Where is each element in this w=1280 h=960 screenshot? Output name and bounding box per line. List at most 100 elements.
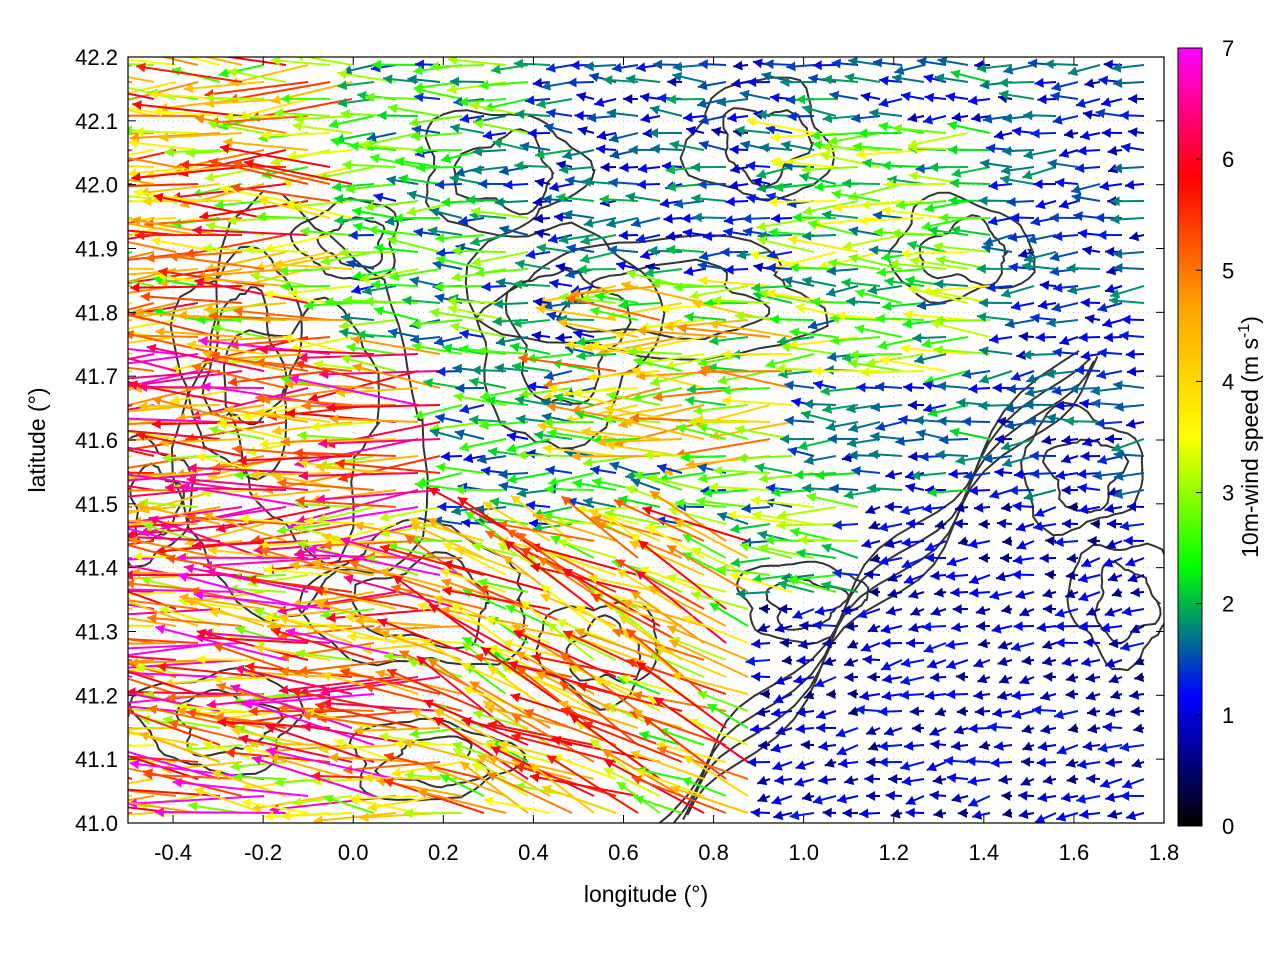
wind-arrow <box>128 590 177 610</box>
wind-arrow <box>1111 438 1145 453</box>
wind-arrow <box>549 181 573 192</box>
wind-arrow <box>273 108 331 119</box>
wind-arrow <box>184 563 309 593</box>
wind-arrow <box>575 336 617 347</box>
wind-arrow <box>1001 790 1013 801</box>
wind-arrow <box>545 465 573 476</box>
wind-arrow <box>789 327 837 338</box>
wind-arrow <box>432 259 463 270</box>
wind-arrow <box>998 674 1013 684</box>
wind-arrow <box>1097 347 1123 358</box>
wind-arrow <box>416 162 463 173</box>
wind-arrow <box>881 690 903 701</box>
wind-arrow <box>957 536 969 547</box>
wind-arrow <box>1107 145 1123 156</box>
wind-arrow <box>990 757 1013 768</box>
wind-arrow <box>1024 387 1057 398</box>
wind-arrow <box>128 789 177 797</box>
wind-arrow <box>461 641 507 678</box>
wind-arrow <box>864 569 881 580</box>
wind-arrow <box>835 727 859 738</box>
wind-arrow <box>1129 624 1145 634</box>
wind-arrow <box>784 380 815 391</box>
wind-arrow <box>128 455 199 469</box>
wind-arrow <box>921 217 969 231</box>
wind-arrow <box>409 522 485 559</box>
wind-arrow <box>543 417 595 428</box>
wind-arrow <box>978 297 1013 308</box>
wind-arrow <box>878 522 903 532</box>
wind-arrow <box>458 96 507 107</box>
wind-arrow <box>1129 689 1145 700</box>
wind-arrow <box>966 756 991 767</box>
wind-arrow <box>427 226 463 237</box>
contour-line <box>129 462 185 544</box>
wind-arrow <box>589 738 639 780</box>
wind-arrow <box>334 738 397 763</box>
wind-arrow <box>525 500 551 511</box>
wind-arrow <box>1034 77 1057 88</box>
wind-arrow <box>860 642 881 652</box>
wind-arrow <box>546 754 639 814</box>
wind-arrow <box>393 738 463 749</box>
wind-arrow <box>575 604 639 644</box>
wind-arrow <box>615 260 639 271</box>
wind-arrows <box>128 57 1145 823</box>
wind-arrow <box>1108 674 1123 684</box>
wind-arrow <box>128 233 133 236</box>
colorbar-tick-label: 6 <box>1222 147 1234 172</box>
wind-arrow <box>335 387 419 398</box>
wind-arrow <box>1037 299 1057 310</box>
wind-arrow <box>128 58 177 66</box>
wind-arrow <box>516 488 551 498</box>
wind-arrow <box>1052 347 1079 358</box>
wind-arrow <box>576 350 617 361</box>
wind-arrow <box>1030 313 1057 324</box>
wind-arrow <box>1021 756 1035 767</box>
wind-arrow <box>1082 741 1101 751</box>
wind-arrow <box>224 405 309 423</box>
wind-arrow <box>265 723 375 763</box>
wind-arrow <box>887 572 903 582</box>
wind-arrow <box>435 255 485 270</box>
wind-arrow <box>770 132 837 143</box>
wind-arrow <box>532 77 551 88</box>
wind-arrow <box>249 470 331 480</box>
wind-arrow <box>261 314 353 325</box>
wind-arrow <box>994 434 1013 445</box>
wind-arrow <box>708 319 793 338</box>
wind-arrow <box>825 421 859 432</box>
wind-arrow <box>770 156 837 168</box>
wind-arrow <box>847 689 859 699</box>
wind-arrow <box>132 307 221 321</box>
wind-arrow <box>841 178 881 189</box>
wind-arrow <box>564 340 639 355</box>
y-tick-label: 41.3 <box>75 620 118 645</box>
wind-arrow <box>128 617 177 627</box>
wind-arrow <box>128 727 133 730</box>
wind-arrow <box>595 144 617 155</box>
wind-arrow <box>973 502 991 513</box>
wind-arrow <box>792 608 815 619</box>
wind-arrow <box>1127 573 1145 583</box>
wind-arrow <box>515 531 595 593</box>
wind-arrow <box>533 513 617 542</box>
wind-arrow <box>921 621 947 632</box>
contour-line <box>452 128 555 216</box>
wind-arrow <box>429 61 485 72</box>
wind-arrow <box>644 267 683 278</box>
wind-arrow <box>671 671 749 695</box>
wind-arrow <box>1074 163 1101 174</box>
wind-arrow <box>901 776 925 786</box>
wind-arrow <box>128 438 155 441</box>
colorbar-tick-label: 1 <box>1222 703 1234 728</box>
wind-arrow <box>584 61 617 72</box>
wind-arrow <box>961 369 991 379</box>
wind-arrow <box>1100 622 1123 633</box>
wind-arrow <box>464 510 507 542</box>
wind-arrow <box>1068 502 1079 512</box>
wind-arrow <box>1113 78 1145 89</box>
wind-arrow <box>642 505 749 542</box>
wind-arrow <box>878 706 903 717</box>
wind-arrow <box>709 602 749 627</box>
